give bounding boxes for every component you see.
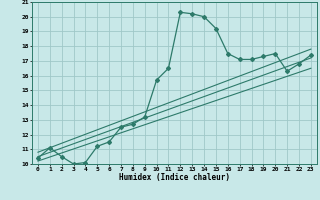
X-axis label: Humidex (Indice chaleur): Humidex (Indice chaleur)	[119, 173, 230, 182]
